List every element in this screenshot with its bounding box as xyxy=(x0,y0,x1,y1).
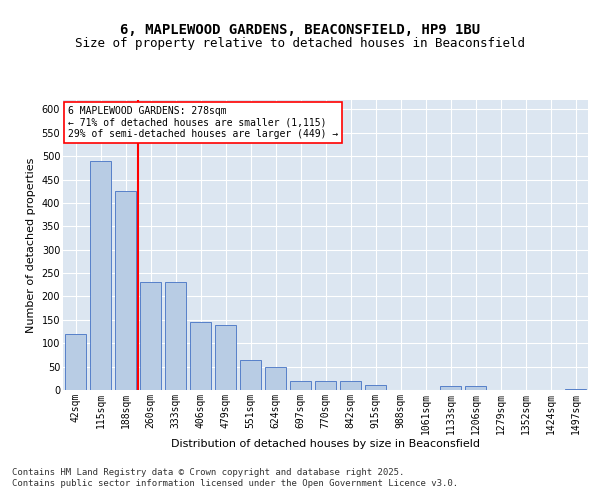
Bar xyxy=(440,386,461,390)
Bar xyxy=(65,334,86,390)
Bar xyxy=(240,360,261,390)
Text: 6 MAPLEWOOD GARDENS: 278sqm
← 71% of detached houses are smaller (1,115)
29% of : 6 MAPLEWOOD GARDENS: 278sqm ← 71% of det… xyxy=(68,106,338,139)
Bar xyxy=(465,386,486,390)
Text: Size of property relative to detached houses in Beaconsfield: Size of property relative to detached ho… xyxy=(75,38,525,51)
Bar xyxy=(365,386,386,390)
X-axis label: Distribution of detached houses by size in Beaconsfield: Distribution of detached houses by size … xyxy=(171,440,480,450)
Text: Contains HM Land Registry data © Crown copyright and database right 2025.
Contai: Contains HM Land Registry data © Crown c… xyxy=(12,468,458,487)
Bar xyxy=(90,161,111,390)
Bar xyxy=(215,324,236,390)
Bar xyxy=(165,282,186,390)
Bar xyxy=(290,380,311,390)
Bar xyxy=(565,388,586,390)
Bar xyxy=(115,191,136,390)
Bar xyxy=(340,380,361,390)
Bar xyxy=(190,322,211,390)
Y-axis label: Number of detached properties: Number of detached properties xyxy=(26,158,36,332)
Text: 6, MAPLEWOOD GARDENS, BEACONSFIELD, HP9 1BU: 6, MAPLEWOOD GARDENS, BEACONSFIELD, HP9 … xyxy=(120,22,480,36)
Bar xyxy=(315,380,336,390)
Bar xyxy=(265,366,286,390)
Bar xyxy=(140,282,161,390)
